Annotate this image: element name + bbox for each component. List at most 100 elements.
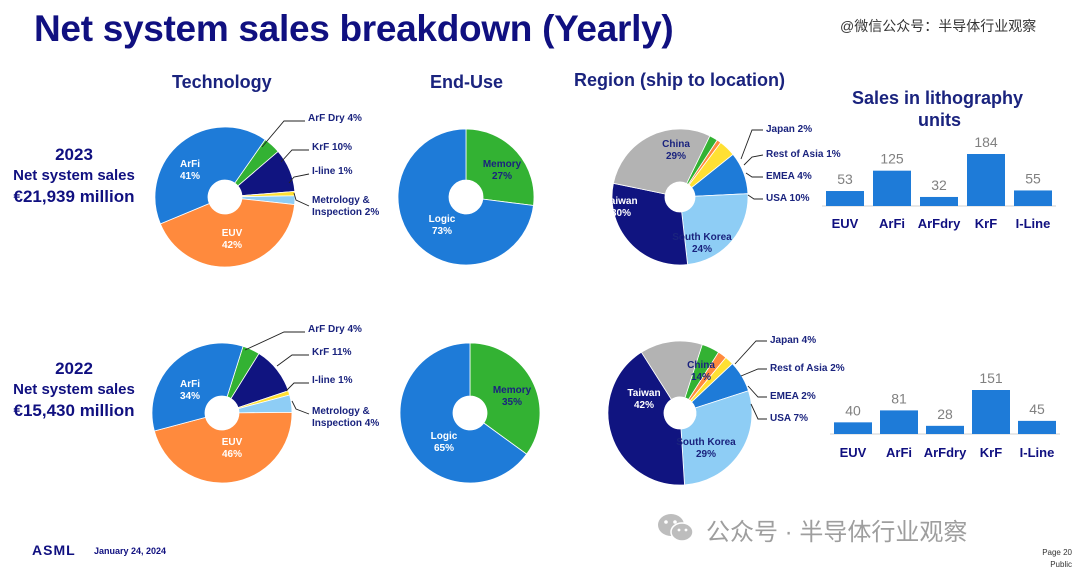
sales-in-lithography-units-bar-chart-2023: 53 EUV 125 ArFi 32 ArFdry 184 KrF 55 I-Line xyxy=(822,134,1056,231)
leader-line-metrology-inspection xyxy=(291,400,310,415)
pie-center-hole xyxy=(664,397,696,429)
pie-label-euv: EUV 46% xyxy=(222,437,243,460)
pie-label-japan: Japan 2% xyxy=(766,124,812,135)
leader-line-rest-of-asia xyxy=(740,368,767,377)
end-use-heading: End-Use xyxy=(430,72,504,92)
litho-heading-line2: units xyxy=(918,110,961,130)
leader-line-rest-of-asia xyxy=(743,154,764,166)
page-title: Net system sales breakdown (Yearly) xyxy=(34,8,674,49)
bar-i-line xyxy=(1018,420,1056,434)
leader-line-usa xyxy=(750,403,767,420)
leader-line-krf xyxy=(280,149,309,163)
pie-label-china: China 29% xyxy=(662,139,690,162)
pie-label-usa: USA 7% xyxy=(770,413,808,424)
pie-label-logic: Logic 73% xyxy=(429,214,456,237)
bar-value-arfi: 81 xyxy=(891,390,907,406)
wechat-icon xyxy=(658,514,694,542)
leader-line-krf xyxy=(276,354,309,367)
leader-line-japan xyxy=(734,340,767,365)
pie-label-arfi: ArFi 34% xyxy=(180,379,200,402)
region-heading: Region (ship to location) xyxy=(574,70,785,90)
pie-label-taiwan: Taiwan 30% xyxy=(604,196,637,219)
bar-category-krf: KrF xyxy=(980,445,1002,460)
litho-heading-line1: Sales in lithography xyxy=(852,88,1024,108)
page-number: Page 20 xyxy=(1042,548,1072,557)
technology-pie-chart-2023 xyxy=(154,120,310,268)
bar-value-krf: 184 xyxy=(974,134,998,150)
pie-label-memory: Memory 27% xyxy=(483,159,522,182)
bar-category-arfi: ArFi xyxy=(879,216,905,231)
net-sales-amount: €21,939 million xyxy=(13,187,135,206)
pie-label-taiwan: Taiwan 42% xyxy=(627,388,660,411)
bar-value-i-line: 45 xyxy=(1029,401,1045,417)
bar-arfdry xyxy=(926,425,964,434)
bar-value-arfdry: 32 xyxy=(931,177,947,193)
year-block-2023: 2023 Net system sales €21,939 million xyxy=(0,144,154,208)
footer-page-info: Page 20 Public xyxy=(1042,547,1072,571)
pie-label-usa: USA 10% xyxy=(766,193,810,204)
leader-line-arf-dry xyxy=(244,331,305,351)
bar-value-krf: 151 xyxy=(979,370,1003,386)
bar-value-arfdry: 28 xyxy=(937,406,953,422)
pie-label-euv: EUV 42% xyxy=(222,228,243,251)
technology-heading: Technology xyxy=(172,72,272,92)
bar-euv xyxy=(834,422,872,434)
bar-value-i-line: 55 xyxy=(1025,170,1041,186)
classification: Public xyxy=(1050,560,1072,569)
leader-line-emea xyxy=(747,385,767,398)
end-use-pie-chart-2022 xyxy=(399,342,541,484)
leader-line-metrology-inspection xyxy=(293,192,310,207)
bar-krf xyxy=(967,154,1005,206)
pie-label-i-line: I-line 1% xyxy=(312,166,353,177)
pie-label-i-line: I-line 1% xyxy=(312,375,353,386)
year-label: 2023 xyxy=(55,145,93,164)
asml-logo: ASML xyxy=(32,542,76,558)
bar-category-arfi: ArFi xyxy=(886,445,912,460)
pie-label-arf-dry: ArF Dry 4% xyxy=(308,113,362,124)
pie-center-hole xyxy=(449,180,483,214)
bar-arfi xyxy=(880,410,918,434)
bar-category-i-line: I-Line xyxy=(1020,445,1055,460)
bar-euv xyxy=(826,191,864,206)
leader-line-emea xyxy=(745,172,763,178)
bar-i-line xyxy=(1014,190,1052,206)
pie-label-emea: EMEA 2% xyxy=(770,391,816,402)
net-sales-amount: €15,430 million xyxy=(13,401,135,420)
pie-center-hole xyxy=(205,396,239,430)
year-block-2022: 2022 Net system sales €15,430 million xyxy=(0,358,154,422)
bar-arfdry xyxy=(920,196,958,206)
bar-category-euv: EUV xyxy=(840,445,867,460)
pie-label-metrology-inspection: Metrology & Inspection 4% xyxy=(312,406,379,429)
bar-value-euv: 53 xyxy=(837,171,853,187)
bar-krf xyxy=(972,390,1010,434)
bar-category-arfdry: ArFdry xyxy=(924,445,967,460)
pie-label-arfi: ArFi 41% xyxy=(180,159,200,182)
region-pie-chart-2023 xyxy=(611,128,764,266)
net-sales-label: Net system sales xyxy=(13,381,135,398)
pie-label-krf: KrF 11% xyxy=(312,347,352,358)
footer-date: January 24, 2024 xyxy=(94,546,167,556)
pie-label-south-korea: South Korea 24% xyxy=(672,232,732,255)
leader-line-i-line xyxy=(285,382,309,392)
pie-center-hole xyxy=(453,396,487,430)
leader-line-japan xyxy=(740,129,763,160)
leader-line-usa xyxy=(747,194,763,200)
year-label: 2022 xyxy=(55,359,93,378)
pie-label-krf: KrF 10% xyxy=(312,142,352,153)
net-sales-label: Net system sales xyxy=(13,167,135,184)
pie-label-logic: Logic 65% xyxy=(431,431,458,454)
pie-label-memory: Memory 35% xyxy=(493,385,532,408)
bar-category-krf: KrF xyxy=(975,216,997,231)
pie-label-metrology-inspection: Metrology & Inspection 2% xyxy=(312,195,379,218)
pie-label-china: China 14% xyxy=(687,360,715,383)
bar-value-euv: 40 xyxy=(845,402,861,418)
pie-label-rest-of-asia: Rest of Asia 2% xyxy=(770,363,845,374)
technology-pie-chart-2022 xyxy=(151,331,310,484)
watermark-top: @微信公众号：半导体行业观察 xyxy=(840,18,1037,34)
pie-label-rest-of-asia: Rest of Asia 1% xyxy=(766,149,841,160)
leader-line-arf-dry xyxy=(261,120,305,148)
watermark-bottom: 公众号 · 半导体行业观察 xyxy=(706,519,968,546)
bar-value-arfi: 125 xyxy=(880,151,904,167)
pie-label-japan: Japan 4% xyxy=(770,335,816,346)
